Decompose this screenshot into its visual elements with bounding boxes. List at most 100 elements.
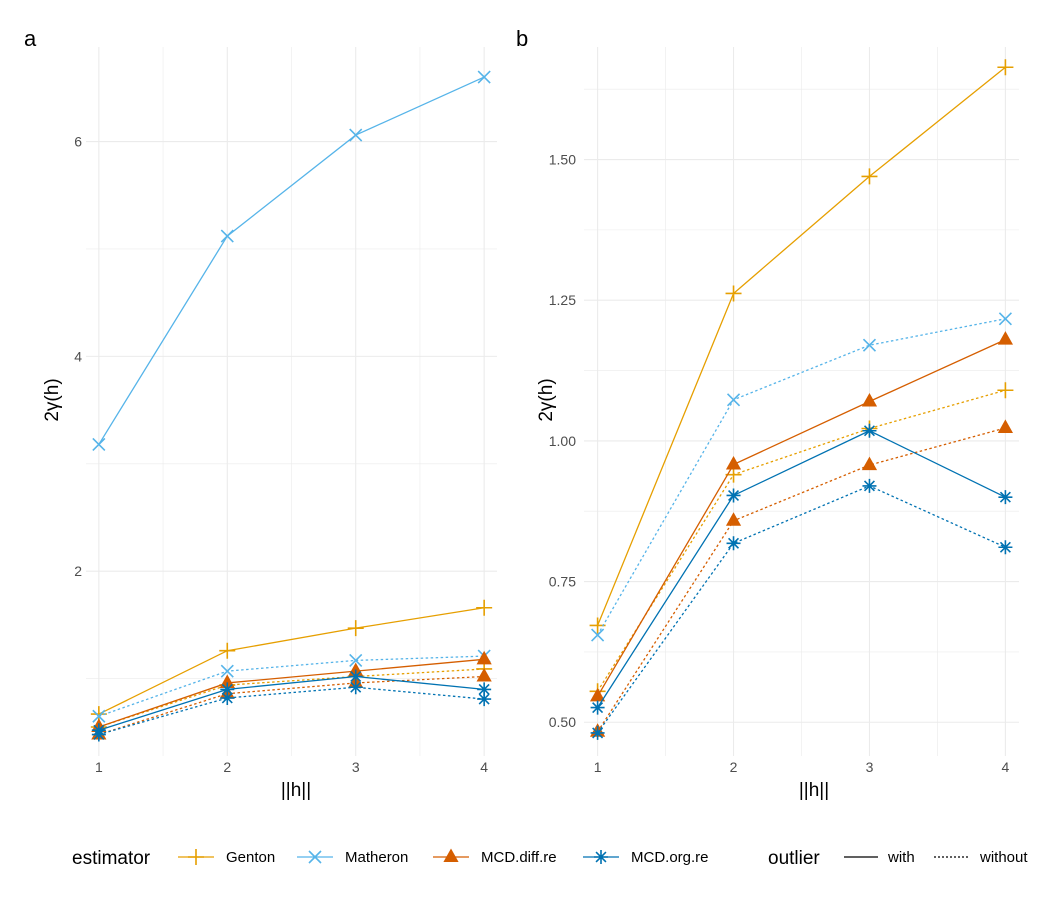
legend-item-with: with [844, 849, 915, 866]
series-mcd-org-re-without-line [597, 485, 1006, 734]
series-matheron-without-point [92, 709, 106, 723]
series-genton-with-point [476, 599, 493, 616]
x-tick-label: 1 [594, 759, 602, 775]
y-tick-label: 0.50 [549, 714, 576, 730]
legend-key-matheron [308, 850, 322, 864]
series-genton-with-point [347, 620, 364, 637]
legend-title-outlier: outlier [768, 848, 820, 869]
x-tick-label: 3 [352, 759, 360, 775]
series-mcd-diff-re-with-point [476, 650, 492, 665]
panel-a: a 2 4 6 1 2 3 4 ||h|| 2γ(h) [24, 26, 497, 801]
series-mcd-org-re-without-point [348, 680, 363, 695]
y-tick-label: 6 [74, 134, 82, 150]
series-mcd-diff-re-with [589, 331, 1014, 702]
series-mcd-org-re-with [590, 423, 1013, 715]
series-matheron-with-point [92, 437, 106, 452]
series-genton-with-point [997, 59, 1014, 76]
series-mcd-org-re-without [91, 680, 492, 742]
y-tick-label: 1.25 [549, 292, 576, 308]
series-mcd-diff-re-with-line [98, 658, 485, 728]
series-a [90, 70, 493, 742]
series-mcd-diff-re-without-point [861, 456, 878, 471]
legend-key-mcd-diff-re [443, 848, 459, 862]
series-mcd-org-re-with-point [998, 490, 1013, 505]
y-tick-label: 2 [74, 563, 82, 579]
legend-item-matheron: Matheron [297, 849, 408, 866]
x-tick-label: 4 [1002, 759, 1010, 775]
series-matheron-with-point [477, 70, 491, 84]
series-matheron-with [92, 70, 491, 452]
panel-b: b 0.50 0.75 1.00 1.25 1.50 1 2 3 4 ||h|| 2γ(h) [516, 26, 1019, 801]
series-matheron-without-point [862, 338, 877, 352]
legend-title-estimator: estimator [72, 848, 151, 869]
legend: estimator Genton Matheron MCD.diff.re MCD.o… [72, 848, 1028, 869]
series-mcd-diff-re-without-point [476, 667, 492, 682]
series-mcd-org-re-without-point [998, 540, 1013, 555]
series-mcd-diff-re-without-point [997, 419, 1014, 433]
series-genton-with-point [861, 168, 878, 185]
series-matheron-without-point [220, 664, 234, 678]
series-mcd-org-re-with-point [726, 488, 741, 503]
series-matheron-without-point [349, 653, 363, 667]
series-mcd-diff-re-without-point [725, 512, 742, 526]
panel-label-a: a [24, 26, 37, 51]
legend-outlier-items: with without [844, 849, 1028, 866]
legend-key-mcd-org-re [594, 850, 608, 864]
legend-label: with [887, 849, 915, 866]
x-axis-title-b: ||h|| [799, 780, 829, 801]
legend-label: Genton [226, 849, 275, 866]
legend-item-mcd-org-re: MCD.org.re [583, 849, 709, 866]
series-mcd-org-re-without-point [726, 536, 741, 551]
series-mcd-org-re-with-line [597, 430, 1006, 708]
x-tick-labels-b: 1 2 3 4 [594, 759, 1010, 775]
series-genton-without-point [997, 382, 1014, 399]
legend-label: Matheron [345, 849, 408, 866]
series-matheron-without-point [591, 628, 605, 642]
y-tick-label: 1.50 [549, 152, 576, 168]
gridlines-a [86, 47, 497, 756]
series-genton-with-point [725, 285, 742, 302]
series-matheron-with-point [220, 229, 234, 243]
legend-item-genton: Genton [178, 849, 275, 866]
series-genton-with-line [98, 607, 485, 715]
series-mcd-org-re-with-point [477, 682, 492, 697]
y-axis-title-a: 2γ(h) [42, 378, 63, 421]
x-tick-labels-a: 1 2 3 4 [95, 759, 488, 775]
legend-key-genton [188, 849, 204, 865]
y-axis-title-b: 2γ(h) [536, 378, 557, 421]
series-genton-with [90, 599, 493, 723]
legend-estimator-items: Genton Matheron MCD.diff.re MCD.org.re [178, 848, 709, 866]
series-mcd-org-re-without-point [477, 692, 492, 707]
series-mcd-diff-re-without-line [597, 427, 1006, 733]
series-matheron-with-line [98, 76, 485, 445]
legend-label: MCD.org.re [631, 849, 709, 866]
x-tick-label: 2 [730, 759, 738, 775]
series-b [589, 59, 1014, 740]
series-mcd-diff-re-with-line [597, 339, 1006, 697]
series-mcd-diff-re-with-point [997, 331, 1014, 345]
series-matheron-without-line [98, 655, 485, 717]
legend-label: without [979, 849, 1028, 866]
x-tick-label: 1 [95, 759, 103, 775]
x-tick-label: 3 [866, 759, 874, 775]
series-matheron-without-point [726, 393, 741, 407]
legend-item-without: without [934, 849, 1028, 866]
series-mcd-org-re-with-line [98, 675, 485, 731]
series-mcd-org-re-with-point [348, 669, 363, 684]
x-axis-title-a: ||h|| [281, 780, 311, 801]
y-tick-labels-a: 2 4 6 [74, 134, 82, 580]
series-mcd-org-re-without-point [862, 478, 877, 493]
series-mcd-org-re-with-point [220, 682, 235, 697]
panel-label-b: b [516, 26, 528, 51]
x-tick-label: 2 [223, 759, 231, 775]
series-matheron-without [591, 312, 1012, 642]
series-mcd-diff-re-with-point [725, 456, 742, 470]
series-mcd-org-re-with-point [590, 700, 605, 715]
x-tick-label: 4 [480, 759, 488, 775]
series-mcd-org-re-without-point [220, 690, 235, 705]
series-matheron-with-point [349, 128, 363, 142]
series-mcd-diff-re-without-line [98, 675, 485, 736]
y-tick-label: 0.75 [549, 574, 576, 590]
series-genton-with [589, 59, 1014, 634]
